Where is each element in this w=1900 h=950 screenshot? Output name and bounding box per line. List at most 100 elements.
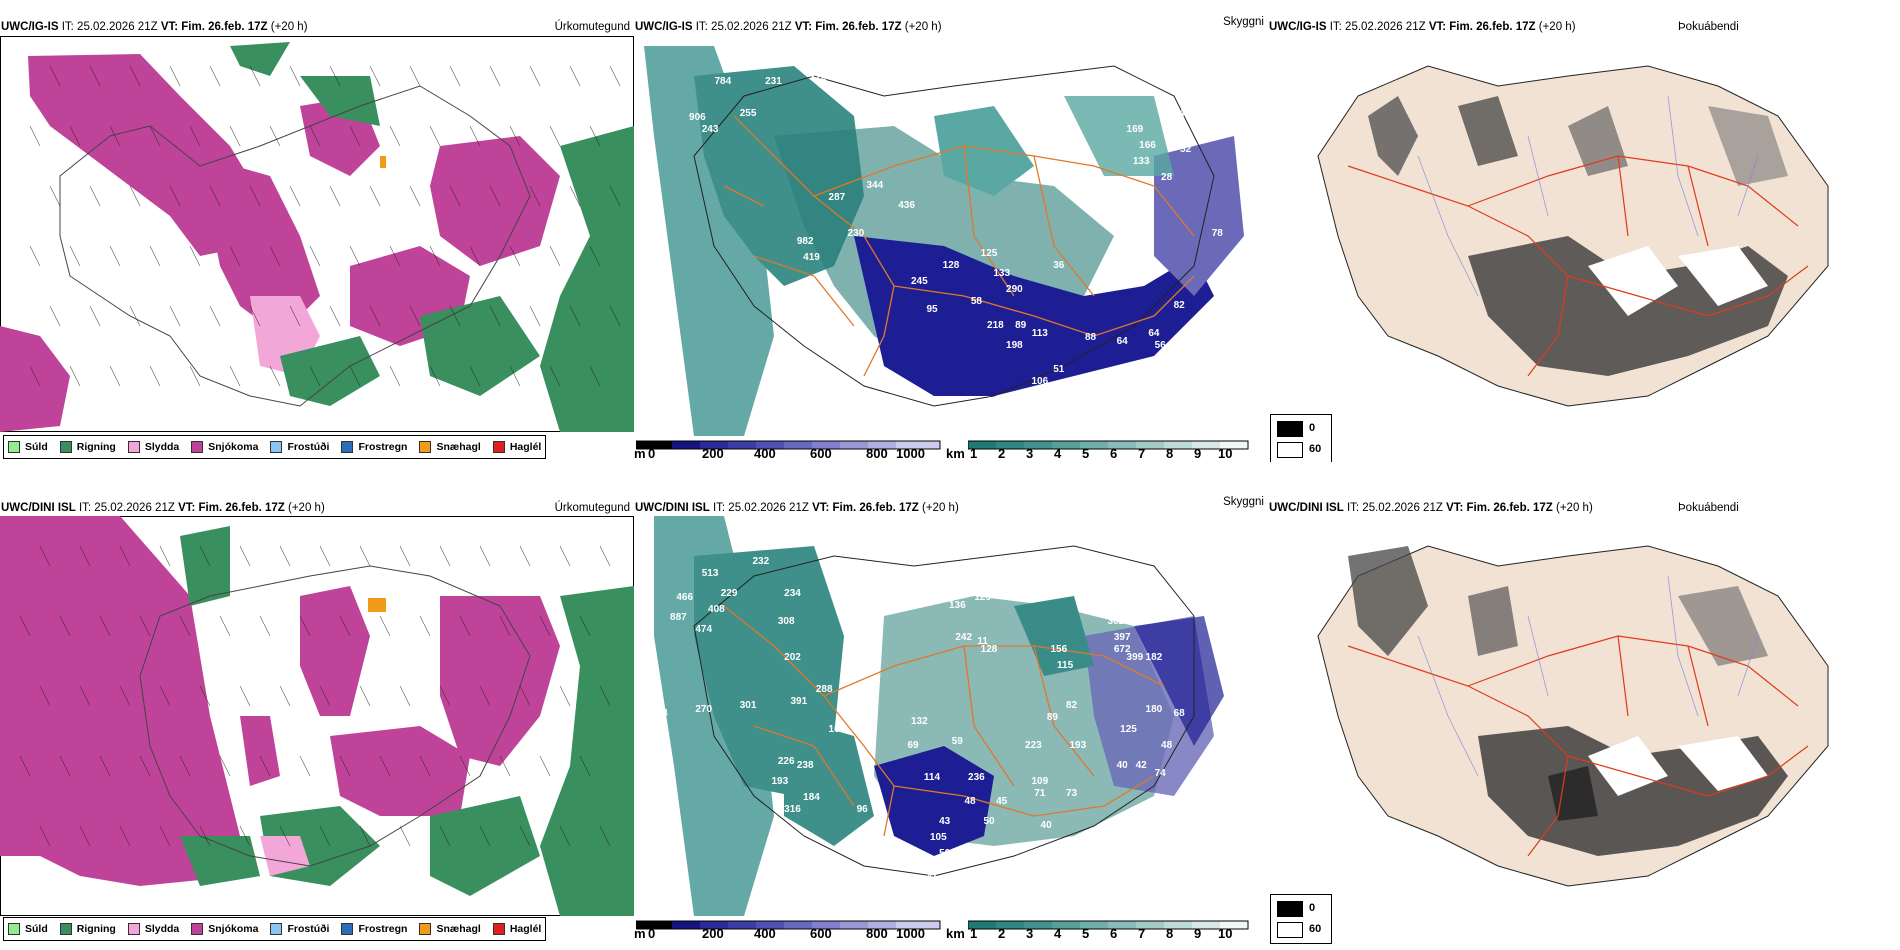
height-tick: 800	[866, 446, 888, 461]
panel-header: UWC/IG-IS IT: 25.02.2026 21Z VT: Fim. 26…	[1269, 21, 1576, 33]
cloud-base-value: 906	[689, 112, 706, 123]
legend-swatch	[8, 441, 20, 453]
cloud-base-value: 238	[797, 760, 814, 771]
cloud-base-value: 56	[901, 860, 913, 871]
legend-swatch	[419, 441, 432, 453]
vis-tick: 4	[1054, 446, 1062, 461]
cloud-base-value: 513	[702, 568, 719, 579]
height-tick: 0	[648, 446, 656, 461]
precip-type-panel-top: UWC/IG-IS IT: 25.02.2026 21Z VT: Fim. 26…	[0, 14, 634, 462]
legend-label: Frostúði	[287, 441, 330, 453]
cloud-base-value: 270	[695, 704, 712, 715]
fog-legend: 0 60	[1270, 414, 1332, 462]
legend-label: Snæhagl	[436, 441, 481, 453]
cloud-base-value: 73	[1066, 788, 1078, 799]
cloud-base-value: 142	[1247, 188, 1264, 199]
height-colorbar	[636, 920, 941, 930]
cloud-base-value: 52	[1180, 144, 1192, 155]
visibility-colorbar	[968, 440, 1249, 450]
cloud-base-value: 50	[983, 816, 995, 827]
legend-swatch	[8, 923, 20, 935]
cloud-base-value: 136	[949, 600, 966, 611]
cloud-base-value: 156	[1050, 644, 1067, 655]
legend-swatch	[270, 923, 283, 935]
visibility-unit: km	[946, 446, 965, 461]
legend-item: Frostregn	[341, 923, 407, 935]
cloud-base-value: 96	[857, 804, 869, 815]
cloud-base-value: 105	[930, 832, 947, 843]
cloud-base-value: 672	[1114, 644, 1131, 655]
cloud-base-value: 40	[1117, 760, 1129, 771]
panel-header: UWC/IG-IS IT: 25.02.2026 21Z VT: Fim. 26…	[635, 21, 942, 33]
cloud-base-value: 312	[810, 72, 827, 83]
legend-label: Frostregn	[358, 923, 408, 935]
cloud-base-value: 182	[1146, 652, 1163, 663]
height-tick: 600	[810, 926, 832, 941]
cloud-base-value: 82	[1066, 700, 1078, 711]
cloud-base-value: 69	[907, 740, 919, 751]
legend-label: Frostregn	[358, 441, 408, 453]
legend-item: Súld	[8, 441, 48, 453]
panel-header: UWC/DINI ISL IT: 25.02.2026 21Z VT: Fim.…	[1, 502, 325, 514]
cloud-base-value: 68	[1174, 708, 1186, 719]
legend-item: Frostúði	[270, 441, 329, 453]
cloud-base-value: 59	[1180, 336, 1192, 347]
cloud-base-value: 191	[987, 396, 1004, 407]
vis-tick: 2	[998, 926, 1006, 941]
cloud-base-value: 58	[971, 296, 983, 307]
legend-item: Súld	[8, 923, 48, 935]
legend-item: Rigning	[59, 441, 116, 453]
cloud-base-value: 301	[740, 700, 757, 711]
cloud-base-value: 115	[1057, 660, 1074, 671]
vis-tick: 7	[1138, 926, 1146, 941]
legend-label: Haglél	[509, 923, 542, 935]
cloud-base-value: 245	[911, 276, 928, 287]
legend-label: Súld	[25, 923, 48, 935]
vis-tick: 4	[1054, 926, 1062, 941]
legend-item: Frostregn	[341, 441, 407, 453]
vis-tick: 3	[1026, 446, 1034, 461]
legend-label: Snjókoma	[208, 923, 259, 935]
legend-item: Rigning	[59, 923, 116, 935]
legend-swatch	[419, 923, 432, 935]
height-colorbar	[636, 440, 941, 450]
cloud-base-value: 129	[974, 592, 991, 603]
precip-legend: Súld Rigning Slydda Snjókoma Frostúði Frostre…	[3, 917, 547, 941]
panel-header: UWC/IG-IS IT: 25.02.2026 21Z VT: Fim. 26…	[1, 21, 308, 33]
cloud-base-value: 128	[981, 644, 998, 655]
cloud-base-value: 52	[1205, 356, 1217, 367]
cloud-base-value: 169	[1127, 124, 1144, 135]
vis-tick: 5	[1082, 446, 1090, 461]
cloud-base-value: 242	[955, 632, 972, 643]
cloud-base-value: 95	[926, 304, 938, 315]
legend-item: Haglél	[492, 441, 541, 453]
cloud-base-value: 784	[714, 76, 731, 87]
panel-header: UWC/DINI ISL IT: 25.02.2026 21Z VT: Fim.…	[635, 502, 959, 514]
fog-legend-dark: 0	[1309, 902, 1316, 914]
cloud-base-value: 145	[1228, 252, 1245, 263]
cloud-base-value: 114	[924, 772, 941, 783]
cloud-base-value: 184	[803, 792, 820, 803]
cloud-base-value: 408	[708, 604, 725, 615]
cloud-base-value: 125	[981, 248, 998, 259]
cloud-base-value: 48	[1161, 740, 1173, 751]
visibility-unit: km	[946, 926, 965, 941]
cloud-base-value: 180	[1146, 704, 1163, 715]
cloud-base-value: 399	[1127, 652, 1144, 663]
cloud-base-value: 150	[1082, 380, 1099, 391]
panel-title: Þokuábendi	[1678, 21, 1739, 33]
height-tick: 200	[702, 446, 724, 461]
precip-type-map	[0, 516, 634, 916]
cloud-base-value: 133	[993, 268, 1010, 279]
height-tick: 400	[754, 446, 776, 461]
cloud-base-value: 56	[1155, 340, 1167, 351]
cloud-base-value: 436	[898, 200, 915, 211]
cloud-base-value: 128	[943, 260, 960, 271]
legend-item: Snjókoma	[191, 441, 258, 453]
vis-tick: 2	[998, 446, 1006, 461]
legend-label: Slydda	[144, 441, 180, 453]
precip-legend: Súld Rigning Slydda Snjókoma Frostúði Frostre…	[3, 435, 547, 459]
cloud-base-value: 231	[765, 76, 782, 87]
